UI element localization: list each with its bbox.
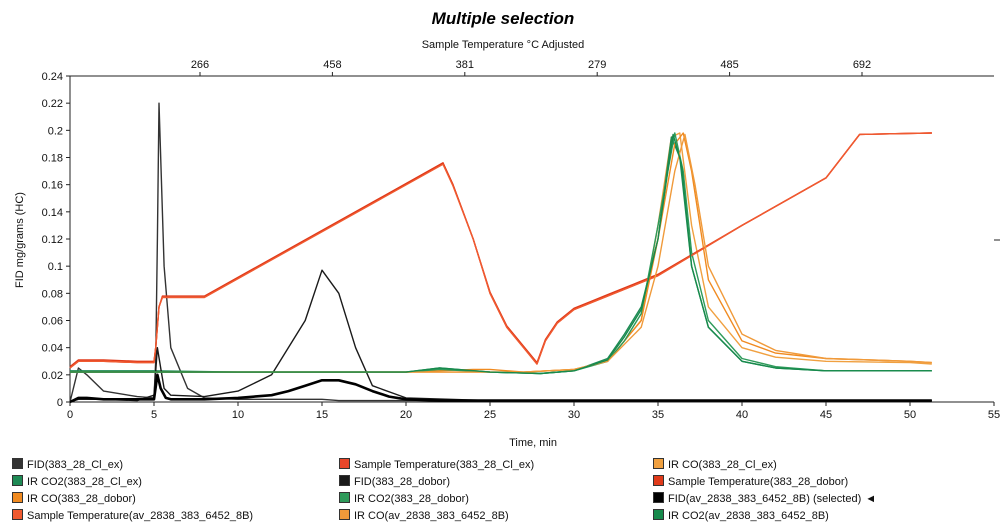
x-axis-label: Time, min — [509, 437, 557, 449]
chart-title: Multiple selection — [432, 9, 575, 28]
y-tick-label: 0.24 — [42, 71, 63, 83]
y-tick-label: 0.16 — [42, 180, 63, 192]
legend-label: IR CO2(383_28_Cl_ex) — [27, 476, 142, 488]
top-tick-label: 266 — [191, 59, 209, 71]
legend-label: Sample Temperature(383_28_dobor) — [668, 476, 849, 488]
x-tick-label: 55 — [988, 409, 1000, 421]
legend-label: FID(383_28_dobor) — [354, 476, 451, 488]
x-tick-label: 0 — [67, 409, 73, 421]
legend-label: Sample Temperature(383_28_Cl_ex) — [354, 459, 535, 471]
top-tick-label: 381 — [456, 59, 474, 71]
series-line-11[interactable] — [70, 133, 932, 373]
legend-label: IR CO2(av_2838_383_6452_8B) — [668, 510, 829, 522]
x-tick-label: 25 — [484, 409, 496, 421]
top-axis: 266 458 381 279 485 692 — [191, 59, 871, 76]
series-line-10[interactable] — [69, 132, 932, 369]
x-tick-label: 10 — [232, 409, 244, 421]
legend-item[interactable]: IR CO2(av_2838_383_6452_8B) — [653, 508, 829, 524]
legend-swatch — [12, 458, 23, 469]
series-line-3[interactable] — [70, 132, 932, 373]
series-layer — [69, 102, 932, 404]
legend-label: IR CO(383_28_Cl_ex) — [668, 459, 777, 471]
x-tick-label: 40 — [736, 409, 748, 421]
legend-item[interactable]: IR CO(383_28_dobor) — [12, 491, 136, 507]
top-tick-label: 485 — [720, 59, 738, 71]
x-tick-label: 20 — [400, 409, 412, 421]
legend-item[interactable]: Sample Temperature(av_2838_383_6452_8B) — [12, 508, 253, 524]
series-line-7[interactable] — [70, 132, 932, 373]
y-tick-label: 0.12 — [42, 234, 63, 246]
x-tick-label: 15 — [316, 409, 328, 421]
legend-item[interactable]: Sample Temperature(383_28_dobor) — [653, 474, 848, 490]
y-tick-label: 0.14 — [42, 207, 63, 219]
legend-label: IR CO(av_2838_383_6452_8B) — [354, 510, 509, 522]
y-axis-label: FID mg/grams (HC) — [14, 192, 26, 288]
legend-swatch — [653, 492, 664, 503]
legend-item[interactable]: IR CO2(383_28_dobor) — [339, 491, 469, 507]
legend-item[interactable]: Sample Temperature(383_28_Cl_ex) — [339, 457, 534, 473]
legend-swatch — [339, 509, 350, 520]
series-line-2[interactable] — [69, 132, 932, 369]
legend-swatch — [653, 458, 664, 469]
y-tick-label: 0 — [57, 397, 63, 409]
x-tick-label: 30 — [568, 409, 580, 421]
series-line-12[interactable] — [70, 133, 932, 375]
y-tick-label: 0.22 — [42, 98, 63, 110]
top-tick-label: 279 — [588, 59, 606, 71]
top-tick-label: 458 — [323, 59, 341, 71]
legend-label: IR CO2(383_28_dobor) — [354, 493, 469, 505]
y-tick-label: 0.06 — [42, 316, 63, 328]
y-tick-label: 0.02 — [42, 370, 63, 382]
selected-marker-icon: ◄ — [865, 493, 877, 505]
y-tick-label: 0.18 — [42, 153, 63, 165]
legend-swatch — [653, 475, 664, 486]
legend-swatch — [653, 509, 664, 520]
series-line-9[interactable] — [69, 373, 932, 404]
legend-swatch — [339, 475, 350, 486]
legend-swatch — [339, 492, 350, 503]
series-line-5[interactable] — [69, 269, 932, 403]
chart-canvas: Multiple selection Sample Temperature °C… — [14, 9, 1001, 449]
legend-swatch — [12, 475, 23, 486]
top-axis-label: Sample Temperature °C Adjusted — [422, 39, 585, 51]
x-tick-label: 35 — [652, 409, 664, 421]
legend-swatch — [12, 492, 23, 503]
legend-item[interactable]: FID(383_28_Cl_ex) — [12, 457, 123, 473]
x-tick-label: 45 — [820, 409, 832, 421]
y-tick-label: 0.2 — [48, 125, 63, 137]
legend-item[interactable]: FID(383_28_dobor) — [339, 474, 450, 490]
legend-label: IR CO(383_28_dobor) — [27, 493, 136, 505]
legend-item[interactable]: IR CO(av_2838_383_6452_8B) — [339, 508, 509, 524]
series-line-1[interactable] — [69, 102, 932, 403]
y-tick-label: 0.08 — [42, 288, 63, 300]
y-tick-label: 0.04 — [42, 343, 63, 355]
legend-label: FID(av_2838_383_6452_8B) (selected) — [668, 493, 862, 505]
axes: 0 0.02 0.04 0.06 0.08 0.1 0.12 0.14 0.16 0.18 0.2 0… — [42, 71, 1001, 421]
legend-swatch — [339, 458, 350, 469]
top-tick-label: 692 — [853, 59, 871, 71]
x-tick-label: 5 — [151, 409, 157, 421]
series-line-8[interactable] — [70, 132, 932, 375]
y-tick-label: 0.1 — [48, 261, 63, 273]
series-line-4[interactable] — [70, 136, 932, 375]
legend-item[interactable]: IR CO(383_28_Cl_ex) — [653, 457, 777, 473]
legend-item[interactable]: IR CO2(383_28_Cl_ex) — [12, 474, 142, 490]
legend-swatch — [12, 509, 23, 520]
legend-label: FID(383_28_Cl_ex) — [27, 459, 123, 471]
x-tick-label: 50 — [904, 409, 916, 421]
legend-item[interactable]: FID(av_2838_383_6452_8B) (selected) ◄ — [653, 491, 876, 507]
legend-label: Sample Temperature(av_2838_383_6452_8B) — [27, 510, 254, 522]
series-line-6[interactable] — [69, 132, 932, 368]
